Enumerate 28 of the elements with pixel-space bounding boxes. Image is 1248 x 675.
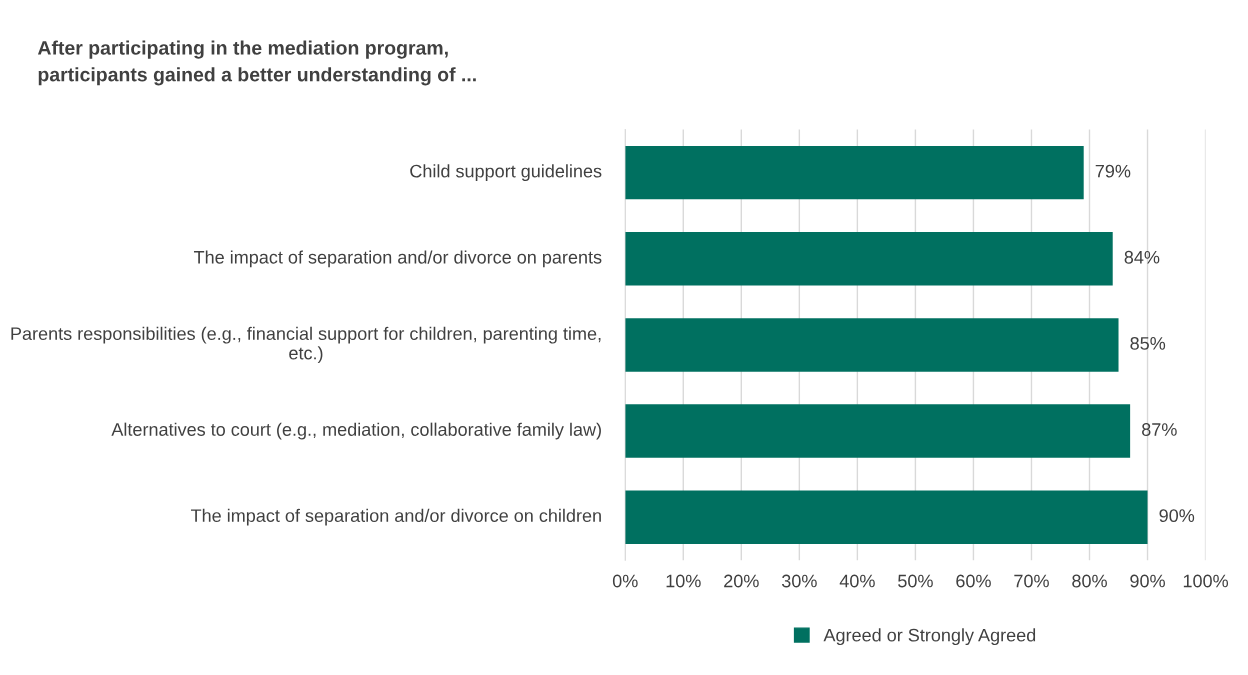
bar (625, 490, 1148, 544)
x-tick-label: 50% (898, 574, 933, 588)
y-tick-label: Alternatives to court (e.g., mediation, collaborative family law) (111, 422, 601, 440)
y-tick-label: The impact of separation and/or divorce on parents (193, 250, 602, 268)
data-label: 85% (1130, 336, 1166, 350)
x-tick-label: 60% (956, 574, 991, 588)
x-tick-label: 40% (839, 574, 875, 588)
x-tick-label: 30% (781, 574, 817, 588)
y-tick-label: The impact of separation and/or divorce on children (190, 508, 601, 526)
bar (625, 145, 1084, 200)
bar (625, 318, 1119, 372)
data-label: 84% (1124, 250, 1160, 264)
bar (625, 232, 1113, 286)
x-tick-label: 0% (612, 574, 638, 588)
text: After participating in the mediation program, participants gained a better understanding of ... (37, 40, 476, 86)
x-tick-label: 80% (1072, 574, 1107, 588)
y-tick-label: Child support guidelines (410, 164, 602, 182)
data-label: 90% (1159, 509, 1195, 523)
data-label: 79% (1095, 164, 1131, 178)
x-tick-label: 100% (1183, 574, 1229, 588)
legend-label: Agreed or Strongly Agreed (823, 628, 1036, 646)
y-tick-label: Parents responsibilities (e.g., financial support for children, parenting time, etc.) (11, 326, 601, 364)
x-tick-label: 90% (1130, 574, 1165, 588)
data-label: 87% (1142, 423, 1177, 436)
bar (625, 404, 1131, 458)
x-tick-label: 10% (666, 574, 701, 588)
x-tick-label: 20% (724, 574, 759, 588)
x-tick-label: 70% (1014, 574, 1049, 588)
